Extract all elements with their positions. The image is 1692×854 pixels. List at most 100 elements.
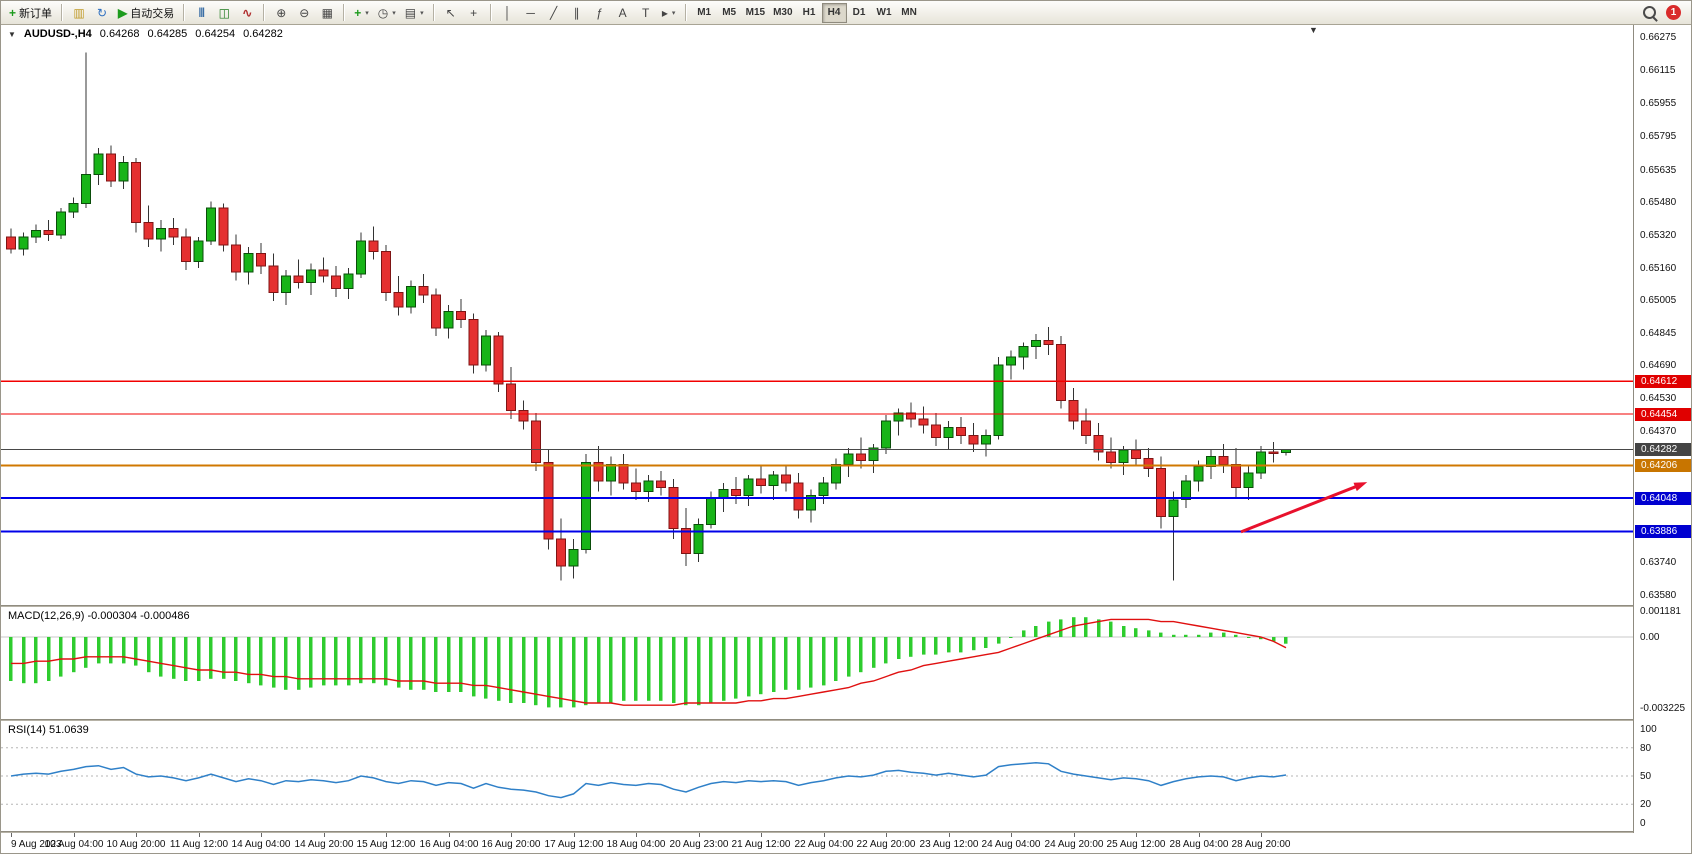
price-axis-label: 0.66275 xyxy=(1640,32,1677,43)
trend-arrow-annotation[interactable] xyxy=(1240,482,1368,534)
candle xyxy=(356,232,366,279)
timeframe-button-m5[interactable]: M5 xyxy=(717,3,742,23)
time-tick xyxy=(636,833,637,837)
channel-icon: ∥ xyxy=(573,5,580,20)
candle xyxy=(706,491,716,529)
crosshair-button[interactable]: + xyxy=(463,3,485,23)
candle xyxy=(43,220,54,241)
time-axis-label: 22 Aug 20:00 xyxy=(856,839,916,850)
charts-button[interactable]: ▥ xyxy=(68,3,90,23)
candle xyxy=(593,445,604,492)
arrows-icon: ▸ xyxy=(661,5,668,20)
rsi-line xyxy=(10,762,1287,799)
text-label-button[interactable]: T xyxy=(635,3,657,23)
time-axis-label: 9 Aug 2023 xyxy=(11,839,62,850)
timeframe-button-m15[interactable]: M15 xyxy=(742,3,769,23)
toolbar-separator xyxy=(263,4,266,21)
templates-button[interactable]: ▤ ▾ xyxy=(401,3,428,23)
periods-button[interactable]: ◷ ▾ xyxy=(374,3,400,23)
trendline-button[interactable]: ╱ xyxy=(543,3,565,23)
notification-badge[interactable]: 1 xyxy=(1666,5,1681,20)
time-axis-label: 28 Aug 04:00 xyxy=(1169,839,1229,850)
time-tick xyxy=(949,833,950,837)
zoom-in-button[interactable]: ⊕ xyxy=(270,3,292,23)
candle xyxy=(618,454,629,490)
time-tick xyxy=(1136,833,1137,837)
time-tick xyxy=(449,833,450,837)
indicators-button[interactable]: + ▾ xyxy=(350,3,373,23)
chart-bars-button[interactable]: ||| xyxy=(190,3,212,23)
chart-line-button[interactable]: ∿ xyxy=(236,3,258,23)
vertical-line-icon: │ xyxy=(503,5,512,20)
timeframe-button-h4[interactable]: H4 xyxy=(821,2,847,23)
arrows-button[interactable]: ▸ ▾ xyxy=(658,3,680,23)
price-tag-support[interactable]: 0.63886 xyxy=(1635,525,1691,538)
text-button[interactable]: A xyxy=(612,3,634,23)
panel-separator[interactable] xyxy=(1,605,1691,607)
price-tag-pivot[interactable]: 0.64206 xyxy=(1635,459,1691,472)
timeframe-button-d1[interactable]: D1 xyxy=(847,3,872,23)
panel-separator[interactable] xyxy=(1,719,1691,721)
horizontal-line-button[interactable]: ─ xyxy=(520,3,542,23)
timeframe-button-h1[interactable]: H1 xyxy=(797,3,822,23)
candle xyxy=(381,245,391,301)
candle xyxy=(743,474,754,506)
chart-candles-icon: ◫ xyxy=(218,5,230,20)
candle xyxy=(343,267,354,299)
candle xyxy=(568,539,579,579)
candle xyxy=(156,220,166,252)
candle xyxy=(56,207,66,239)
chart-line-icon: ∿ xyxy=(242,5,253,20)
macd-signal-line xyxy=(11,618,1287,706)
time-axis[interactable]: 9 Aug 2023 10 Aug 04:00 10 Aug 20:00 11 Aug… xyxy=(1,833,1691,853)
candle xyxy=(206,201,216,246)
autotrading-button[interactable]: ▶ 自动交易 xyxy=(114,3,178,23)
price-tag-support[interactable]: 0.64048 xyxy=(1635,492,1691,505)
chart-header: ▼ AUDUSD-,H4 0.64268 0.64285 0.64254 0.6… xyxy=(8,28,283,40)
time-axis-label: 24 Aug 04:00 xyxy=(981,839,1041,850)
time-axis-label: 14 Aug 20:00 xyxy=(294,839,354,850)
tile-windows-icon: ▦ xyxy=(321,5,333,20)
candle xyxy=(1031,334,1041,359)
price-tag-current-price[interactable]: 0.64282 xyxy=(1635,443,1691,456)
timeframe-button-w1[interactable]: W1 xyxy=(872,3,897,23)
channel-button[interactable]: ∥ xyxy=(566,3,588,23)
candle xyxy=(893,408,904,436)
zoom-out-button[interactable]: ⊖ xyxy=(293,3,315,23)
candle xyxy=(693,518,704,562)
new-order-button[interactable]: + 新订单 xyxy=(5,3,56,23)
cursor-button[interactable]: ↖ xyxy=(440,3,462,23)
panel-separator[interactable] xyxy=(1,831,1691,833)
candle xyxy=(1093,423,1104,461)
price-axis-label: 0.63580 xyxy=(1640,590,1677,601)
candle xyxy=(231,234,241,281)
rsi-axis-label: 100 xyxy=(1640,724,1657,735)
timeframe-button-m1[interactable]: M1 xyxy=(692,3,717,23)
tile-windows-button[interactable]: ▦ xyxy=(316,3,338,23)
fibonacci-button[interactable]: ƒ xyxy=(589,3,611,23)
price-axis[interactable]: 0.66275 0.66115 0.65955 0.65795 0.65635 0.654… xyxy=(1633,25,1691,853)
chart-shift-marker[interactable]: ▼ xyxy=(1309,25,1318,35)
profiles-button[interactable]: ↻ xyxy=(91,3,113,23)
candle xyxy=(131,158,141,233)
search-icon[interactable] xyxy=(1643,6,1656,19)
time-axis-label: 10 Aug 20:00 xyxy=(106,839,166,850)
candle xyxy=(1106,437,1116,469)
chart-menu-icon[interactable]: ▼ xyxy=(8,29,16,39)
cursor-icon: ↖ xyxy=(445,5,456,20)
timeframe-button-m30[interactable]: M30 xyxy=(769,3,796,23)
dropdown-caret-icon: ▾ xyxy=(365,9,369,17)
price-tag-resistance[interactable]: 0.64454 xyxy=(1635,408,1691,421)
vertical-line-button[interactable]: │ xyxy=(497,3,519,23)
candle xyxy=(306,263,316,295)
price-axis-label: 0.64370 xyxy=(1640,426,1677,437)
candle xyxy=(931,412,941,446)
price-axis-label: 0.65320 xyxy=(1640,230,1677,241)
macd-axis-label: -0.003225 xyxy=(1640,703,1686,714)
chart-candles-button[interactable]: ◫ xyxy=(213,3,235,23)
price-axis-label: 0.65160 xyxy=(1640,263,1677,274)
price-tag-resistance[interactable]: 0.64612 xyxy=(1635,375,1691,388)
timeframe-button-mn[interactable]: MN xyxy=(897,3,922,23)
rsi-axis-label: 20 xyxy=(1640,799,1652,810)
candle xyxy=(681,508,691,566)
